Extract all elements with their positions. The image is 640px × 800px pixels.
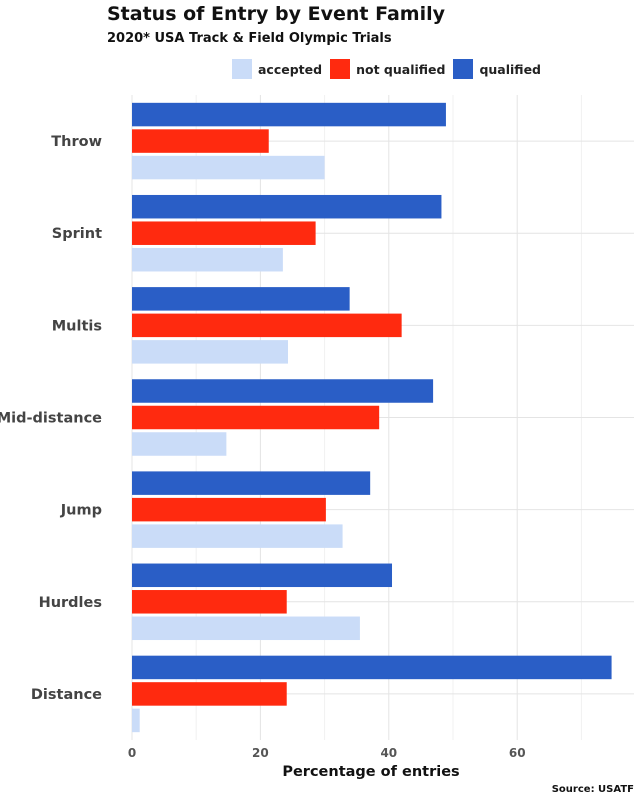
bar-throw-accepted [132,155,325,180]
legend-label-qualified: qualified [479,61,541,77]
bar-distance-accepted [132,708,140,733]
legend-swatch-qualified [453,59,474,79]
bars [132,102,612,733]
chart-subtitle: 2020* USA Track & Field Olympic Trials [107,31,392,46]
legend-item-accepted: accepted [232,59,322,79]
bar-throw-qualified [132,102,446,127]
bar-sprint-qualified [132,194,442,219]
y-tick-label-jump: Jump [60,503,102,519]
y-tick-label-throw: Throw [51,134,102,150]
chart-title: Status of Entry by Event Family [107,3,445,25]
bar-throw-not-qualified [132,129,269,153]
y-tick-label-sprint: Sprint [52,226,102,242]
y-tick-label-distance: Distance [31,687,102,703]
y-tick-label-multis: Multis [52,318,102,334]
x-tick-label-0: 0 [128,746,136,760]
bar-mid-distance-accepted [132,432,227,456]
legend: accepted not qualified qualified [232,58,549,80]
bar-hurdles-accepted [132,616,360,641]
y-axis-tick-labels: Throw Sprint Multis Mid-distance Jump Hurdles… [0,134,102,703]
y-tick-label-hurdles: Hurdles [39,595,102,611]
legend-item-not-qualified: not qualified [330,59,445,79]
bar-jump-accepted [132,524,343,548]
x-axis-tick-labels: 0 20 40 60 [128,746,526,760]
legend-label-not-qualified: not qualified [356,61,446,77]
bar-sprint-not-qualified [132,221,316,245]
bar-hurdles-not-qualified [132,590,287,614]
x-tick-label-40: 40 [380,746,397,760]
y-tick-label-mid-distance: Mid-distance [0,411,102,427]
bar-distance-not-qualified [132,682,287,706]
bar-hurdles-qualified [132,563,393,588]
x-axis-title: Percentage of entries [282,764,459,780]
bar-mid-distance-qualified [132,379,434,403]
bar-jump-not-qualified [132,497,326,522]
legend-swatch-accepted [232,59,252,79]
legend-swatch-not-qualified [330,59,351,79]
x-tick-label-20: 20 [252,746,269,760]
x-tick-label-60: 60 [509,746,526,760]
bar-sprint-accepted [132,247,283,272]
legend-item-qualified: qualified [453,59,541,79]
legend-label-accepted: accepted [258,61,323,77]
bar-multis-not-qualified [132,313,402,338]
bar-multis-accepted [132,340,289,364]
bar-distance-qualified [132,655,612,680]
source-caption: Source: USATF [552,784,634,795]
bar-multis-qualified [132,287,350,311]
bar-jump-qualified [132,471,371,495]
bar-mid-distance-not-qualified [132,405,380,430]
